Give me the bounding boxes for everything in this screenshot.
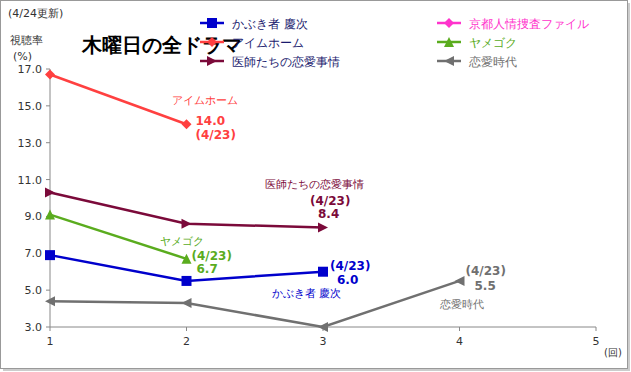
x-tick-label: 1 [47, 335, 54, 348]
y-tick [46, 69, 50, 70]
legend-label: ヤメゴク [469, 36, 517, 50]
y-tick-label: 15.0 [18, 100, 43, 113]
y-tick-label: 11.0 [18, 174, 43, 187]
subtitle: (4/24更新) [8, 7, 63, 20]
x-tick [459, 327, 460, 331]
data-label: 6.0 [337, 273, 358, 287]
point [182, 254, 192, 264]
legend-marker [207, 18, 217, 28]
point [45, 70, 55, 80]
date-label: (4/23) [310, 194, 350, 208]
legend-label: かぶき者 慶次 [232, 17, 308, 31]
series-label: アイムホーム [172, 94, 238, 107]
plot [45, 70, 465, 332]
series-label: ヤメゴク [160, 235, 204, 248]
legend-marker [444, 18, 454, 28]
y-tick [46, 105, 50, 106]
y-tick-label: 7.0 [25, 247, 43, 260]
point [182, 276, 192, 286]
y-axis [50, 69, 51, 327]
x-tick [50, 327, 51, 331]
x-tick [596, 327, 597, 331]
point [318, 267, 328, 277]
point [182, 298, 192, 308]
data-label: 8.4 [318, 207, 339, 221]
legend-label: 恋愛時代 [468, 55, 517, 69]
series-line [50, 75, 187, 125]
legend-marker [207, 56, 217, 66]
y-tick [46, 327, 50, 328]
y-tick [46, 142, 50, 143]
legend-label: 医師たちの恋愛事情 [232, 55, 340, 69]
legend-marker [207, 37, 217, 47]
data-label: 14.0 [196, 114, 226, 128]
frame [1, 1, 628, 369]
x-label: (回) [604, 347, 622, 358]
x-tick-label: 4 [456, 335, 463, 348]
y-tick-label: 3.0 [25, 321, 43, 334]
x-tick-label: 5 [593, 335, 600, 348]
point [45, 210, 55, 220]
y-tick-label: 5.0 [25, 284, 43, 297]
series-label: 医師たちの恋愛事情 [265, 178, 364, 191]
chart: (4/24更新) 木曜日の全ドラマ 視聴率 (%) (回) 3.0 5.0 7.0 9.0 11.… [0, 0, 631, 372]
data-label: 6.7 [197, 262, 218, 276]
point [45, 187, 55, 197]
point [45, 296, 55, 306]
y-tick-label: 9.0 [25, 210, 43, 223]
point [182, 119, 192, 129]
legend-label: アイムホーム [232, 36, 304, 50]
series-label: かぶき者 慶次 [272, 287, 342, 300]
point [318, 222, 328, 232]
y-tick-label: 13.0 [18, 137, 43, 150]
point [182, 219, 192, 229]
series-label: 恋愛時代 [439, 298, 484, 311]
date-label: (4/23) [330, 259, 370, 273]
data-label: 5.5 [475, 279, 496, 293]
legend-marker [444, 37, 454, 47]
title: 木曜日の全ドラマ [81, 33, 242, 57]
point [45, 250, 55, 260]
x-tick [186, 327, 187, 331]
legend-marker [444, 56, 454, 66]
y-label: (%) [13, 50, 32, 63]
date-label: (4/23) [466, 264, 506, 278]
y-tick [46, 290, 50, 291]
point [318, 322, 328, 332]
x-tick-label: 2 [183, 335, 190, 348]
y-tick-label: 17.0 [18, 63, 43, 76]
point [455, 276, 465, 286]
y-tick [46, 179, 50, 180]
date-label: (4/23) [196, 128, 236, 142]
legend-label: 京都人情捜査ファイル [469, 17, 589, 31]
y-label: 視聴率 [10, 34, 43, 47]
series-line [50, 281, 460, 327]
date-label: (4/23) [192, 249, 232, 263]
x-tick-label: 3 [320, 335, 327, 348]
